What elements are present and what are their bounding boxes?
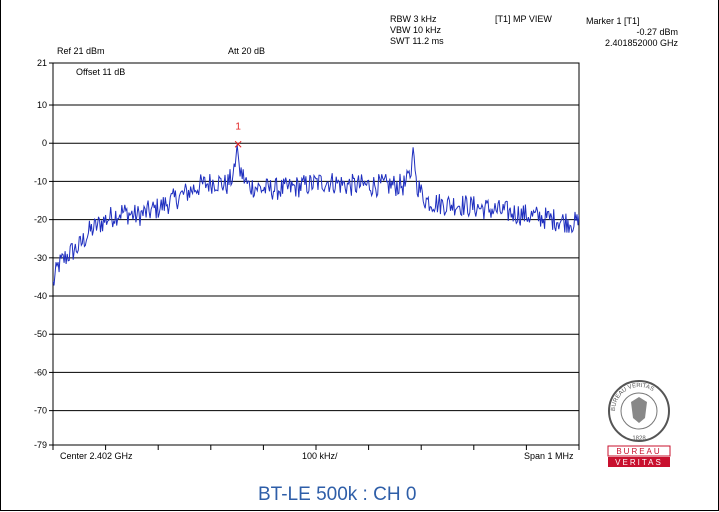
grid	[53, 62, 579, 446]
logo-bottom-band	[608, 457, 670, 467]
ref-level-label: Ref 21 dBm	[57, 46, 105, 56]
y-tick-label: -30	[34, 253, 47, 263]
logo-word-bottom: VERITAS	[615, 458, 663, 467]
div-label: 100 kHz/	[302, 451, 338, 461]
marker-1: 1	[234, 121, 242, 148]
logo-word-top: BUREAU	[616, 447, 661, 456]
logo-seal-ring	[608, 380, 670, 442]
y-tick-label: -60	[34, 367, 47, 377]
y-tick-label: -10	[34, 176, 47, 186]
marker-cross	[234, 140, 242, 148]
y-tick-label: 0	[42, 138, 47, 148]
marker-frequency: 2.401852000 GHz	[604, 38, 678, 48]
offset-label: Offset 11 dB	[76, 67, 126, 77]
x-axis	[52, 445, 580, 450]
chart-title: BT-LE 500k : CH 0	[258, 484, 417, 505]
trace-mode-label: [T1] MP VIEW	[495, 14, 552, 24]
y-tick-label: -50	[34, 329, 47, 339]
logo-year: 1828	[632, 436, 646, 442]
span-label: Span 1 MHz	[524, 451, 574, 461]
rbw-label: RBW 3 kHz	[390, 14, 437, 24]
y-tick-label: 21	[37, 58, 47, 68]
vbw-label: VBW 10 kHz	[390, 25, 442, 35]
trace-line	[53, 144, 579, 286]
y-tick-label: -40	[34, 291, 47, 301]
sweep-time-label: SWT 11.2 ms	[390, 36, 444, 46]
bureau-veritas-logo: BUREAU VERITAS 1828 BUREAU VERITAS	[607, 380, 671, 467]
y-tick-label: 10	[37, 100, 47, 110]
marker-header: Marker 1 [T1]	[586, 16, 640, 26]
y-tick-label: -79	[34, 440, 47, 450]
logo-seal-inner	[620, 392, 658, 430]
y-axis: 21 10 0 -10 -20 -30 -40 -50 -60 -70 -79	[34, 58, 53, 450]
logo-top-band	[607, 445, 671, 457]
marker-number: 1	[235, 121, 241, 132]
center-frequency-label: Center 2.402 GHz	[60, 451, 133, 461]
y-tick-label: -20	[34, 215, 47, 225]
y-tick-label: -70	[34, 406, 47, 416]
plot-area-border	[52, 62, 580, 446]
attenuation-label: Att 20 dB	[228, 46, 266, 56]
marker-level: -0.27 dBm	[636, 27, 678, 37]
logo-seal-emblem	[631, 397, 647, 423]
